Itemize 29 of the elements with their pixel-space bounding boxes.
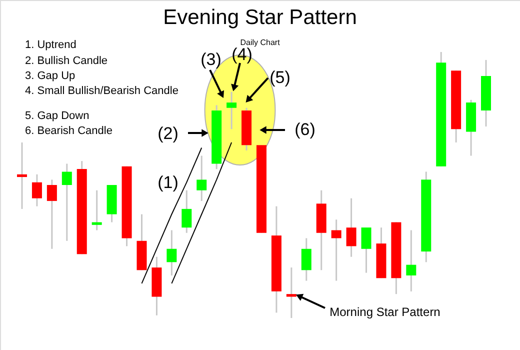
candlestick: [361, 226, 372, 274]
annotation: (3): [200, 50, 222, 69]
annotation: 6. Bearish Candle: [25, 125, 112, 137]
annotation: (5): [270, 68, 290, 87]
candlestick: [226, 91, 237, 130]
candlestick: [196, 154, 207, 202]
candlestick: [166, 229, 177, 276]
chart-subtitle: Daily Chart: [240, 38, 281, 47]
candlestick: [46, 178, 57, 250]
candlestick: [301, 237, 312, 282]
candlestick: [331, 218, 342, 282]
annotation: (6): [294, 120, 316, 139]
candlestick: [62, 162, 72, 242]
text: 1. Uptrend: [25, 39, 76, 51]
annotation: 4. Small Bullish/Bearish Candle: [25, 85, 178, 97]
annotation: 5. Gap Down: [25, 110, 90, 122]
annotation: 3. Gap Up: [25, 70, 76, 82]
annotation: (2): [158, 124, 178, 143]
candlestick: [182, 190, 192, 234]
candlestick: [17, 142, 27, 210]
candlestick: [406, 229, 416, 292]
annotation: Morning Star Pattern: [330, 305, 440, 319]
candlestick: [92, 190, 102, 231]
annotation: (4): [232, 45, 252, 64]
annotation: (1): [158, 173, 178, 192]
annotation: 2. Bullish Candle: [25, 55, 108, 67]
chart-title: Evening Star Pattern: [163, 6, 357, 29]
candlestick: [346, 198, 356, 258]
candlestick: [32, 174, 42, 208]
